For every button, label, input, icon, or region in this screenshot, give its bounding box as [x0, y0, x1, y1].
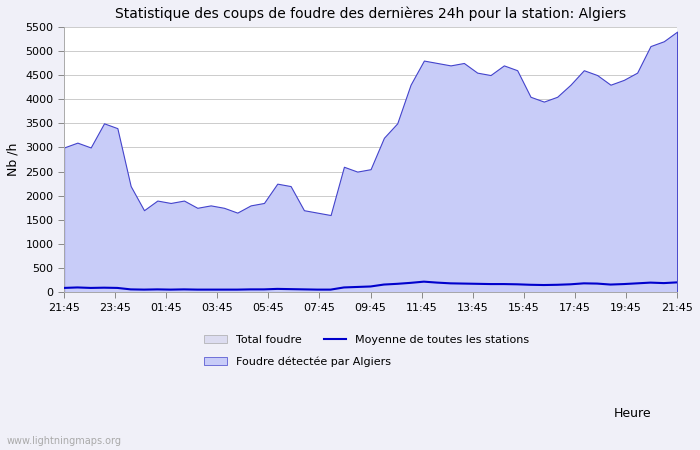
Y-axis label: Nb /h: Nb /h [7, 143, 20, 176]
Text: Heure: Heure [613, 407, 651, 420]
Legend: Foudre détectée par Algiers: Foudre détectée par Algiers [204, 356, 391, 367]
Text: www.lightningmaps.org: www.lightningmaps.org [7, 436, 122, 446]
Title: Statistique des coups de foudre des dernières 24h pour la station: Algiers: Statistique des coups de foudre des dern… [115, 7, 626, 22]
